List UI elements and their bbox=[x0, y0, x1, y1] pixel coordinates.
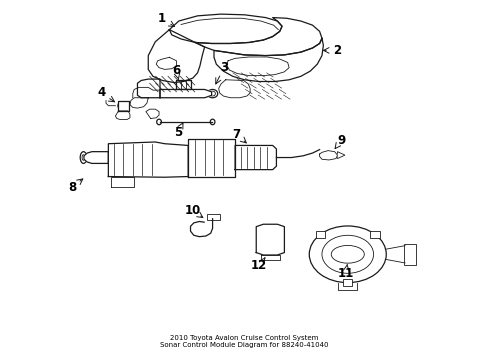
Polygon shape bbox=[118, 100, 129, 111]
Polygon shape bbox=[108, 142, 188, 177]
Text: 11: 11 bbox=[337, 267, 353, 280]
Text: 2: 2 bbox=[333, 44, 341, 57]
Polygon shape bbox=[195, 18, 321, 55]
Polygon shape bbox=[115, 111, 130, 120]
Bar bbox=[403, 244, 415, 265]
Ellipse shape bbox=[156, 119, 161, 125]
Text: 8: 8 bbox=[68, 181, 76, 194]
Text: 10: 10 bbox=[184, 204, 200, 217]
Polygon shape bbox=[256, 224, 284, 255]
Ellipse shape bbox=[198, 146, 224, 169]
Text: 4: 4 bbox=[97, 86, 105, 99]
Ellipse shape bbox=[209, 91, 215, 96]
Circle shape bbox=[118, 102, 129, 110]
Polygon shape bbox=[137, 79, 160, 98]
Bar bbox=[315, 231, 325, 238]
FancyBboxPatch shape bbox=[243, 63, 271, 72]
Ellipse shape bbox=[207, 89, 217, 98]
Ellipse shape bbox=[210, 119, 215, 125]
Text: 6: 6 bbox=[172, 64, 180, 77]
Ellipse shape bbox=[261, 230, 279, 248]
Bar bbox=[206, 213, 220, 220]
Polygon shape bbox=[235, 145, 276, 170]
Ellipse shape bbox=[330, 246, 364, 263]
Polygon shape bbox=[156, 57, 176, 69]
Polygon shape bbox=[148, 30, 204, 82]
Polygon shape bbox=[160, 89, 211, 98]
Polygon shape bbox=[337, 152, 344, 158]
Polygon shape bbox=[84, 152, 108, 163]
Polygon shape bbox=[145, 109, 159, 118]
Polygon shape bbox=[130, 98, 148, 108]
Polygon shape bbox=[214, 38, 323, 81]
Bar bbox=[160, 62, 170, 67]
Text: 2010 Toyota Avalon Cruise Control System
Sonar Control Module Diagram for 88240-: 2010 Toyota Avalon Cruise Control System… bbox=[160, 334, 328, 348]
Polygon shape bbox=[169, 14, 282, 44]
Ellipse shape bbox=[123, 150, 144, 170]
Text: 12: 12 bbox=[251, 259, 267, 272]
Ellipse shape bbox=[129, 155, 139, 165]
Bar bbox=[343, 279, 352, 286]
Ellipse shape bbox=[80, 152, 86, 163]
Text: 9: 9 bbox=[337, 134, 345, 147]
Text: 7: 7 bbox=[232, 128, 240, 141]
Circle shape bbox=[121, 104, 125, 107]
Ellipse shape bbox=[204, 151, 218, 164]
Polygon shape bbox=[226, 57, 288, 76]
Bar bbox=[369, 231, 379, 238]
Polygon shape bbox=[110, 176, 134, 187]
Polygon shape bbox=[188, 139, 235, 176]
Text: 5: 5 bbox=[174, 126, 182, 139]
Text: 1: 1 bbox=[158, 12, 166, 25]
Circle shape bbox=[308, 226, 386, 283]
Ellipse shape bbox=[82, 155, 85, 160]
Polygon shape bbox=[218, 80, 250, 98]
Polygon shape bbox=[319, 150, 337, 160]
Text: 3: 3 bbox=[220, 61, 227, 74]
Circle shape bbox=[321, 235, 373, 273]
Polygon shape bbox=[176, 80, 190, 89]
